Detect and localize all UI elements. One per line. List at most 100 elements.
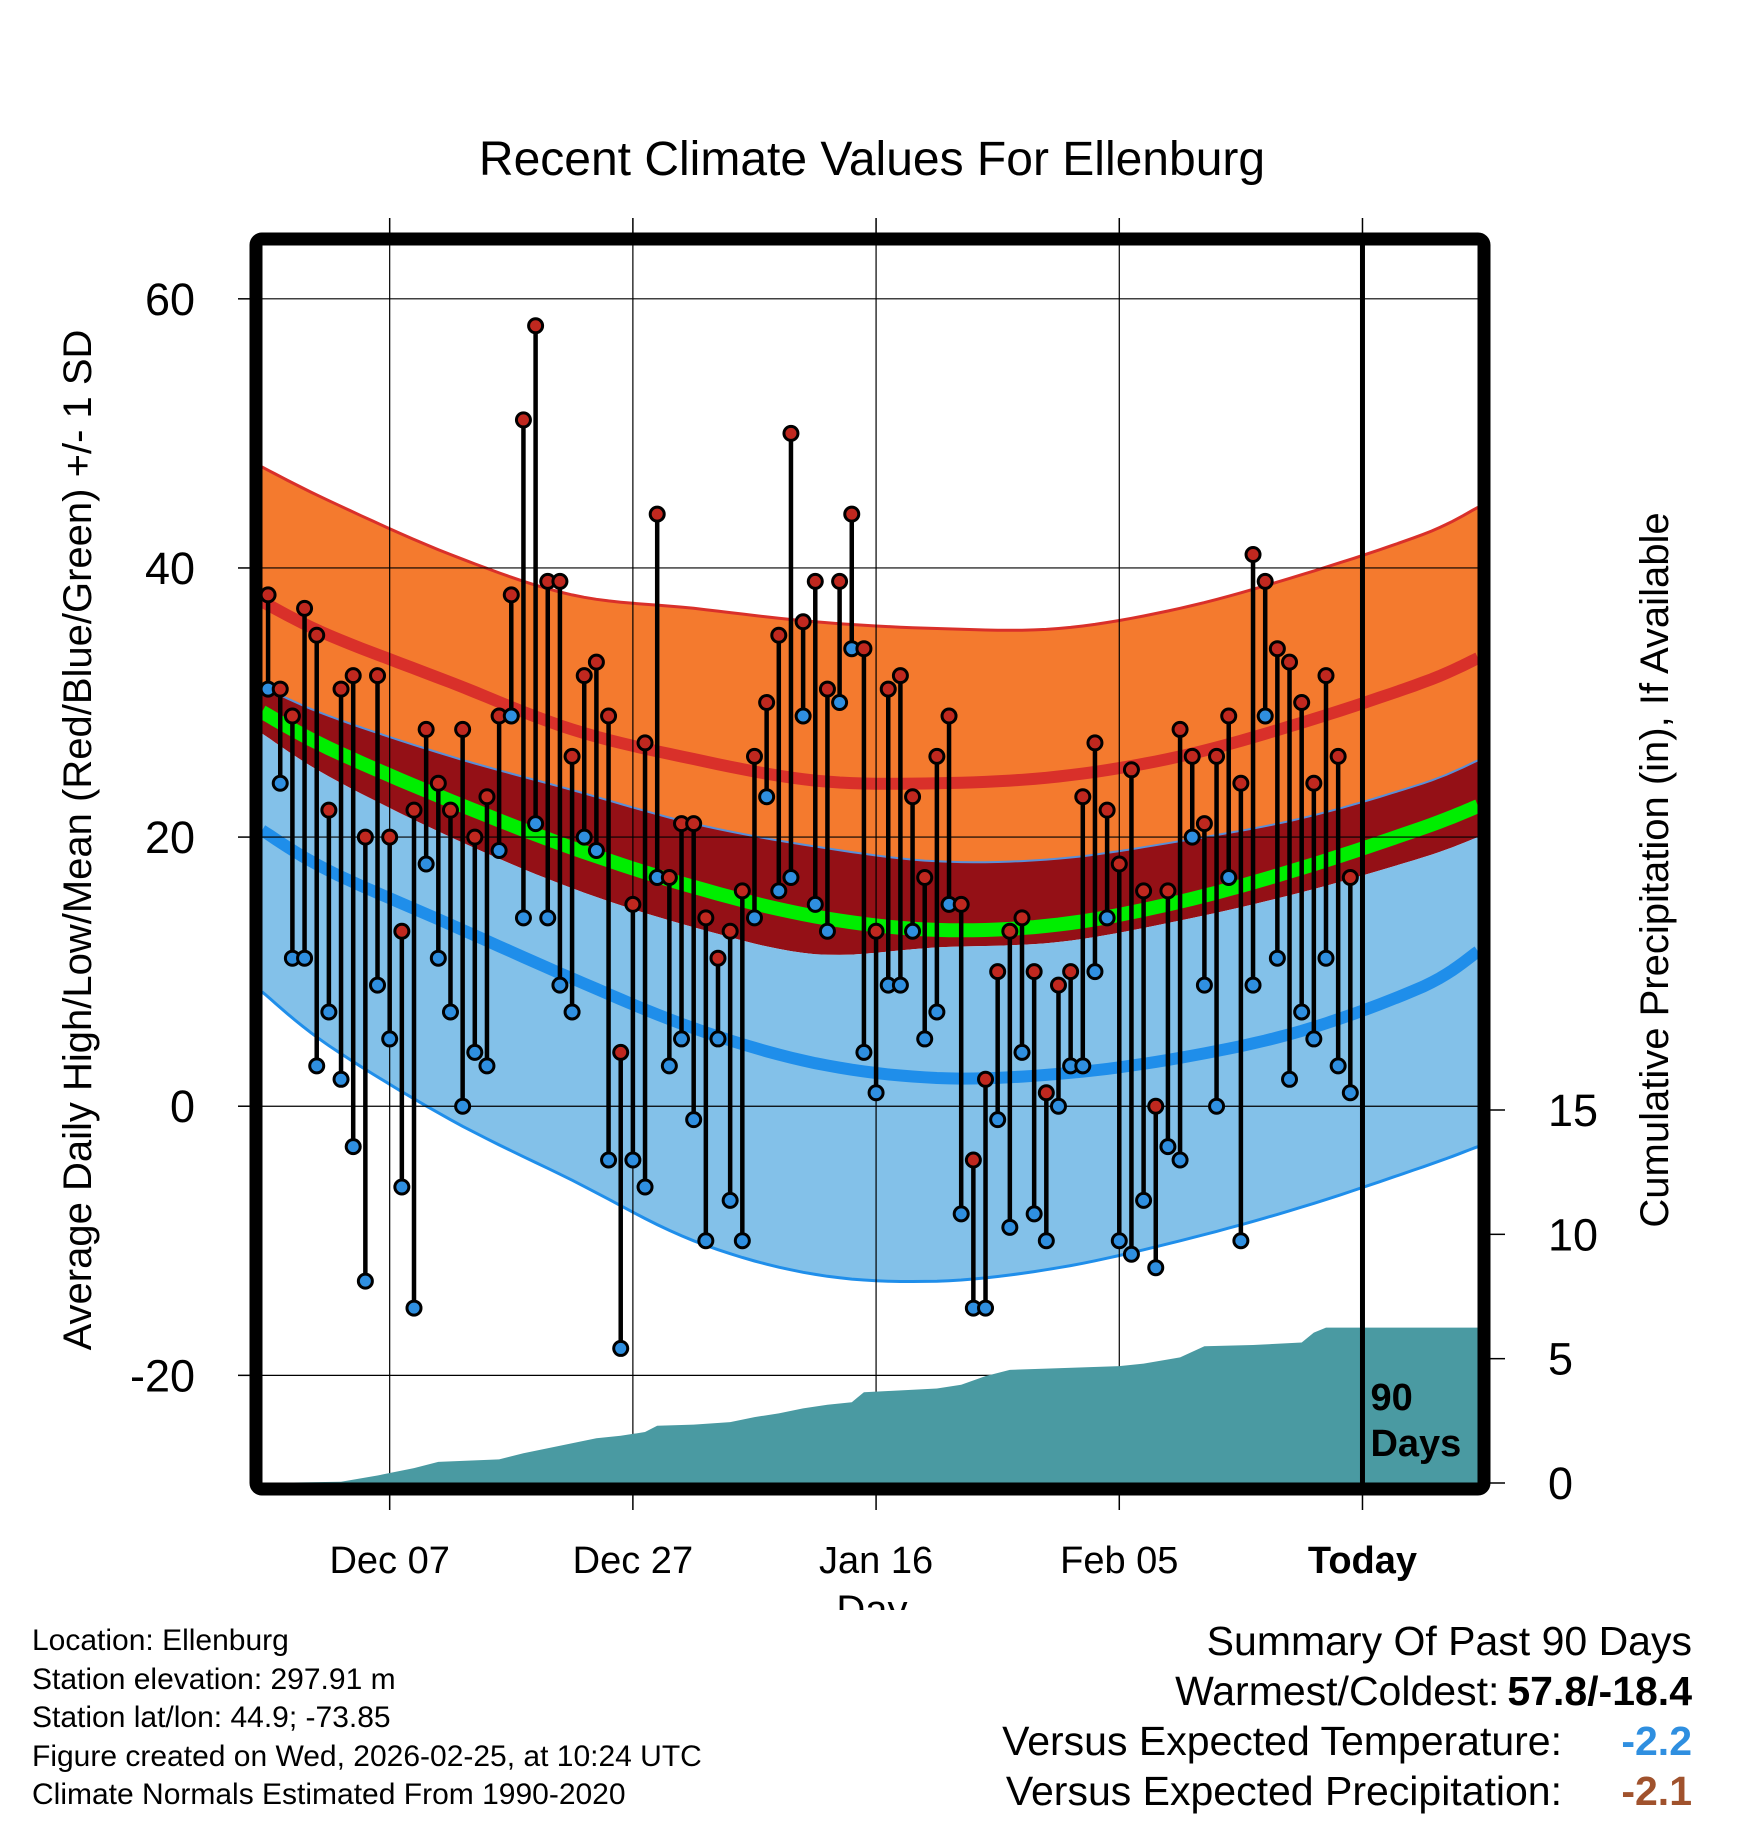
low-point xyxy=(356,1272,374,1290)
high-point xyxy=(1171,720,1189,738)
high-point xyxy=(660,868,678,886)
x-tick-label: Today xyxy=(1308,1540,1417,1582)
high-point xyxy=(1329,747,1347,765)
x-axis-label: Day xyxy=(836,1588,907,1610)
high-point xyxy=(1135,882,1153,900)
y-axis-label: Average Daily High/Low/Mean (Red/Blue/Gr… xyxy=(56,330,100,1351)
low-point xyxy=(612,1339,630,1357)
low-point xyxy=(1256,707,1274,725)
low-point xyxy=(393,1178,411,1196)
high-point xyxy=(1025,963,1043,981)
high-point xyxy=(1232,774,1250,792)
low-point xyxy=(1074,1057,1092,1075)
low-point xyxy=(1220,868,1238,886)
high-point xyxy=(1195,815,1213,833)
low-point xyxy=(600,1151,618,1169)
y2-tick-label: 10 xyxy=(1548,1209,1598,1260)
low-point xyxy=(1305,1030,1323,1048)
low-point xyxy=(466,1043,484,1061)
high-point xyxy=(454,720,472,738)
high-point xyxy=(818,680,836,698)
low-point xyxy=(733,1232,751,1250)
low-point xyxy=(721,1191,739,1209)
low-point xyxy=(1049,1097,1067,1115)
high-point xyxy=(989,963,1007,981)
low-point xyxy=(624,1151,642,1169)
low-point xyxy=(1086,963,1104,981)
y2-tick-label: 0 xyxy=(1548,1458,1573,1509)
y2-axis-label: Cumulative Precipitation (in), If Availa… xyxy=(1633,512,1677,1227)
low-point xyxy=(1098,909,1116,927)
low-point xyxy=(673,1030,691,1048)
low-point xyxy=(1183,828,1201,846)
high-point xyxy=(1159,882,1177,900)
plot-frame xyxy=(249,232,1491,1496)
low-point xyxy=(1135,1191,1153,1209)
y2-tick-label: 15 xyxy=(1548,1085,1598,1136)
low-point xyxy=(296,949,314,967)
high-point xyxy=(551,572,569,590)
low-point xyxy=(271,774,289,792)
low-point xyxy=(867,1084,885,1102)
low-point xyxy=(794,707,812,725)
high-point xyxy=(685,815,703,833)
high-point xyxy=(1049,976,1067,994)
x-tick-label: Feb 05 xyxy=(1060,1540,1178,1582)
high-point xyxy=(466,828,484,846)
low-point xyxy=(806,895,824,913)
high-point xyxy=(928,747,946,765)
low-point xyxy=(1110,1232,1128,1250)
high-point xyxy=(745,747,763,765)
y-tick-label: 60 xyxy=(145,274,195,325)
low-point xyxy=(587,842,605,860)
chart-title: Recent Climate Values For Ellenburg xyxy=(479,133,1265,186)
extremes-label: Warmest/Coldest: xyxy=(1175,1668,1500,1714)
low-point xyxy=(1025,1205,1043,1223)
high-point xyxy=(977,1070,995,1088)
low-point xyxy=(429,949,447,967)
high-point xyxy=(320,801,338,819)
elevation-text: Station elevation: 297.91 m xyxy=(32,1662,396,1696)
low-point xyxy=(928,1003,946,1021)
high-point xyxy=(1183,747,1201,765)
low-point xyxy=(575,828,593,846)
high-point xyxy=(612,1043,630,1061)
x-tick-label: Jan 16 xyxy=(819,1540,933,1582)
high-point xyxy=(1062,963,1080,981)
high-point xyxy=(502,586,520,604)
precip-label: Versus Expected Precipitation: xyxy=(1005,1768,1562,1814)
low-point xyxy=(697,1232,715,1250)
high-point xyxy=(721,922,739,940)
high-point xyxy=(1074,788,1092,806)
low-point xyxy=(1341,1084,1359,1102)
low-point xyxy=(1329,1057,1347,1075)
high-point xyxy=(429,774,447,792)
high-point xyxy=(441,801,459,819)
low-point xyxy=(320,1003,338,1021)
high-point xyxy=(563,747,581,765)
high-point xyxy=(1013,909,1031,927)
high-point xyxy=(1147,1097,1165,1115)
high-point xyxy=(514,411,532,429)
high-point xyxy=(527,317,545,335)
low-point xyxy=(1317,949,1335,967)
high-point xyxy=(697,909,715,927)
y-tick-label: 40 xyxy=(145,543,195,594)
y-tick-label: 20 xyxy=(145,812,195,863)
today-days-label: 90 Days xyxy=(1370,1377,1461,1465)
high-point xyxy=(770,626,788,644)
precip-row: Versus Expected Precipitation: -2.1 xyxy=(1002,1766,1692,1816)
low-point xyxy=(770,882,788,900)
y2-tick-label: 5 xyxy=(1548,1334,1573,1385)
high-point xyxy=(964,1151,982,1169)
high-point xyxy=(1293,694,1311,712)
high-point xyxy=(356,828,374,846)
high-point xyxy=(283,707,301,725)
low-point xyxy=(685,1111,703,1129)
precip-area xyxy=(262,1327,1478,1483)
low-point xyxy=(1147,1259,1165,1277)
summary-panel: Summary Of Past 90 Days Warmest/Coldest:… xyxy=(1002,1616,1692,1816)
low-point xyxy=(1171,1151,1189,1169)
low-point xyxy=(891,976,909,994)
high-point xyxy=(1208,747,1226,765)
